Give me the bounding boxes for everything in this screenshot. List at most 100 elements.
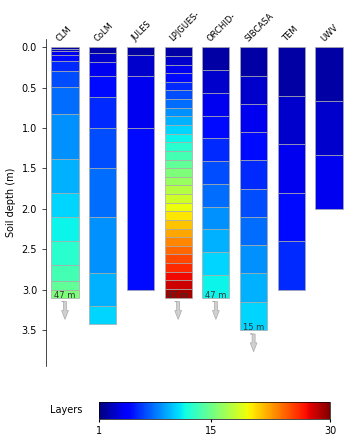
Text: 47 m: 47 m [205,291,226,300]
Bar [278,193,305,241]
Bar [165,237,192,246]
Bar [202,252,229,275]
Text: LPJGUES-: LPJGUES- [168,10,202,43]
Bar [278,144,305,193]
Bar [202,161,229,184]
Bar [165,272,192,280]
Bar [89,128,116,168]
Bar [165,168,192,177]
Bar [51,193,78,217]
Bar [165,246,192,255]
Bar [240,104,267,132]
Bar [165,151,192,160]
Text: CoLM: CoLM [93,21,115,43]
Bar [278,241,305,290]
Bar [202,116,229,138]
Text: 47 m: 47 m [54,291,76,300]
Bar [165,211,192,220]
Bar [202,184,229,207]
Bar [165,177,192,185]
Bar [127,55,154,75]
Y-axis label: Soil depth (m): Soil depth (m) [6,168,16,238]
Bar [316,155,343,209]
Text: CLM: CLM [55,24,74,43]
Bar [240,245,267,273]
Bar [202,207,229,229]
Text: ORCHID-: ORCHID- [206,11,238,43]
Bar [202,93,229,116]
Bar [165,108,192,116]
Bar [202,70,229,93]
Bar [51,61,78,71]
Bar [240,160,267,189]
Text: 15 m: 15 m [243,324,264,332]
Bar [127,48,154,55]
Bar [89,306,116,324]
Bar [51,114,78,159]
Bar [165,73,192,82]
Bar [165,228,192,237]
Bar [165,99,192,108]
Bar [89,53,116,62]
Bar [240,217,267,245]
Polygon shape [62,302,69,320]
Bar [278,48,305,96]
Text: Layers: Layers [50,405,82,415]
Bar [89,217,116,273]
Bar [278,96,305,144]
Bar [165,90,192,99]
Text: 47 m: 47 m [168,291,189,300]
Bar [202,229,229,252]
Text: TEM: TEM [281,24,300,43]
Bar [89,97,116,128]
Bar [89,62,116,76]
Bar [240,273,267,302]
Bar [51,48,78,49]
Bar [51,282,78,290]
Bar [240,75,267,104]
Bar [165,82,192,90]
Bar [202,275,229,298]
Bar [165,116,192,125]
Bar [240,132,267,160]
Bar [51,49,78,51]
Bar [51,51,78,54]
Bar [51,71,78,87]
Bar [165,289,192,298]
Bar [316,101,343,155]
Bar [89,168,116,217]
Bar [51,290,78,298]
Polygon shape [213,302,219,320]
Polygon shape [250,334,257,352]
Bar [51,241,78,266]
Bar [127,128,154,290]
Bar [316,48,343,101]
Bar [165,142,192,151]
Bar [165,280,192,289]
Bar [165,133,192,142]
Text: JULES: JULES [130,20,153,43]
Bar [51,54,78,61]
Bar [89,273,116,306]
Bar [165,48,192,56]
Bar [51,159,78,193]
Bar [240,48,267,75]
Bar [89,48,116,53]
Bar [165,263,192,272]
Bar [165,125,192,133]
Polygon shape [175,302,181,320]
Bar [240,302,267,330]
Bar [240,189,267,217]
Bar [165,203,192,211]
Bar [165,65,192,73]
Bar [89,76,116,97]
Bar [165,255,192,263]
Bar [165,194,192,203]
Bar [165,220,192,228]
Bar [127,75,154,128]
Text: SIBCASA: SIBCASA [244,11,275,43]
Text: UWV: UWV [319,23,339,43]
Bar [165,56,192,65]
Bar [51,266,78,282]
Bar [202,48,229,70]
